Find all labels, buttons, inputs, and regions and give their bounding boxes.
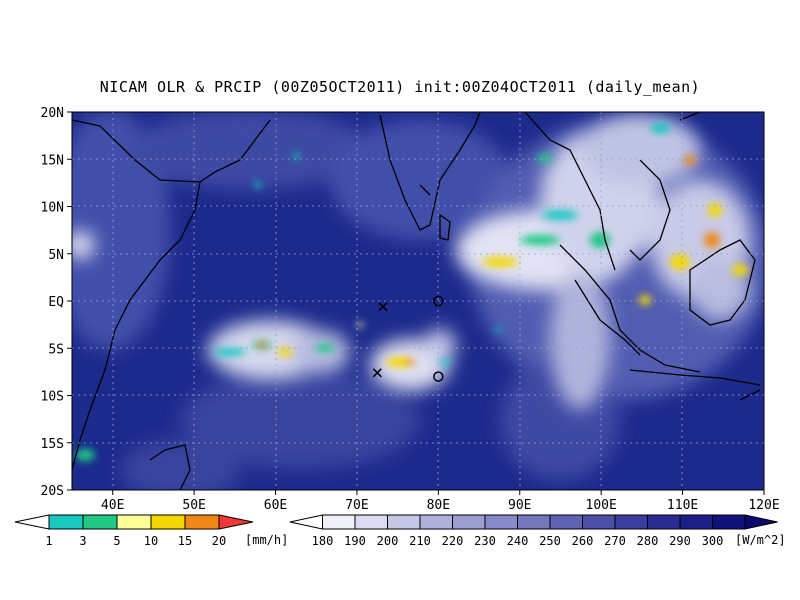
lon-tick-label: 110E — [667, 498, 698, 513]
lat-tick-label: 15S — [41, 437, 64, 452]
colorbar-label: 15 — [178, 534, 192, 548]
colorbar-arrow-right — [744, 514, 778, 530]
colorbar-label: 1 — [45, 534, 52, 548]
colorbar-label: 180 — [312, 534, 334, 548]
colorbar-arrow-right — [218, 514, 254, 530]
colorbar-arrow-left — [14, 514, 50, 530]
lon-tick-label: 40E — [101, 498, 124, 513]
colorbar-label: 20 — [212, 534, 226, 548]
lon-tick-label: 100E — [586, 498, 617, 513]
lon-tick-label: 80E — [427, 498, 450, 513]
colorbar-swatch — [322, 514, 356, 530]
gridlines — [72, 112, 764, 490]
colorbar-swatch — [614, 514, 648, 530]
colorbar-swatch — [517, 514, 551, 530]
lat-tick-label: EQ — [48, 295, 64, 310]
precip-legend: 1 3 5 10 15 20 — [14, 514, 254, 548]
colorbar-label: 220 — [442, 534, 464, 548]
lat-tick-label: 10N — [41, 201, 64, 216]
lat-tick-label: 5S — [48, 342, 64, 357]
olr-cloud-regions — [72, 115, 750, 410]
markers — [372, 295, 444, 382]
colorbar-label: 260 — [572, 534, 594, 548]
colorbar-swatch — [679, 514, 713, 530]
lon-tick-label: 90E — [508, 498, 531, 513]
colorbar-label: 5 — [113, 534, 120, 548]
precip-patches — [75, 123, 748, 461]
colorbar-swatch — [48, 514, 84, 530]
colorbar-swatch — [582, 514, 616, 530]
lat-axis: 20N 15N 10N 5N EQ 5S 10S 15S 20S — [41, 106, 72, 499]
colorbar-swatch — [484, 514, 518, 530]
colorbar-label: 190 — [344, 534, 366, 548]
lat-tick-label: 20N — [41, 106, 64, 121]
colorbar-swatch — [419, 514, 453, 530]
lat-tick-label: 20S — [41, 484, 64, 499]
lon-tick-label: 50E — [182, 498, 205, 513]
x-marker — [378, 302, 388, 312]
lat-tick-label: 5N — [48, 248, 64, 263]
colorbar-swatch — [549, 514, 583, 530]
coastlines — [72, 112, 761, 490]
lon-tick-label: 120E — [748, 498, 779, 513]
colorbar-label: 290 — [669, 534, 691, 548]
lon-tick-label: 70E — [345, 498, 368, 513]
colorbar-label: 250 — [539, 534, 561, 548]
lat-tick-label: 15N — [41, 153, 64, 168]
colorbar-swatch — [116, 514, 152, 530]
colorbar-label: 240 — [507, 534, 529, 548]
colorbar-label: 10 — [144, 534, 158, 548]
colorbar-swatch — [150, 514, 186, 530]
colorbar-swatch — [647, 514, 681, 530]
lon-axis: 40E 50E 60E 70E 80E 90E 100E 110E 120E — [101, 490, 780, 513]
colorbar-swatch — [354, 514, 388, 530]
colorbar-label: 200 — [377, 534, 399, 548]
precip-unit-label: [mm/h] — [245, 533, 288, 547]
circle-marker — [433, 295, 444, 307]
lon-tick-label: 60E — [264, 498, 287, 513]
colorbar-swatch — [82, 514, 118, 530]
colorbar-label: 270 — [604, 534, 626, 548]
olr-legend: 180 190 200 210 220 230 240 250 260 270 280 290 300 — [289, 514, 778, 548]
colorbar-label: 3 — [79, 534, 86, 548]
colorbar-swatch — [452, 514, 486, 530]
colorbar-label: 210 — [409, 534, 431, 548]
colorbar-label: 230 — [474, 534, 496, 548]
colorbar-swatch — [387, 514, 421, 530]
circle-marker — [433, 371, 444, 382]
x-marker — [372, 368, 382, 378]
chart-title: NICAM OLR & PRCIP (00Z05OCT2011) init:00… — [99, 78, 701, 96]
colorbar-arrow-left — [289, 514, 323, 530]
colorbar-label: 300 — [702, 534, 724, 548]
colorbar-label: 280 — [637, 534, 659, 548]
lat-tick-label: 10S — [41, 390, 64, 405]
colorbar-swatch — [712, 514, 746, 530]
colorbar-swatch — [184, 514, 220, 530]
olr-unit-label: [W/m^2] — [735, 533, 786, 547]
